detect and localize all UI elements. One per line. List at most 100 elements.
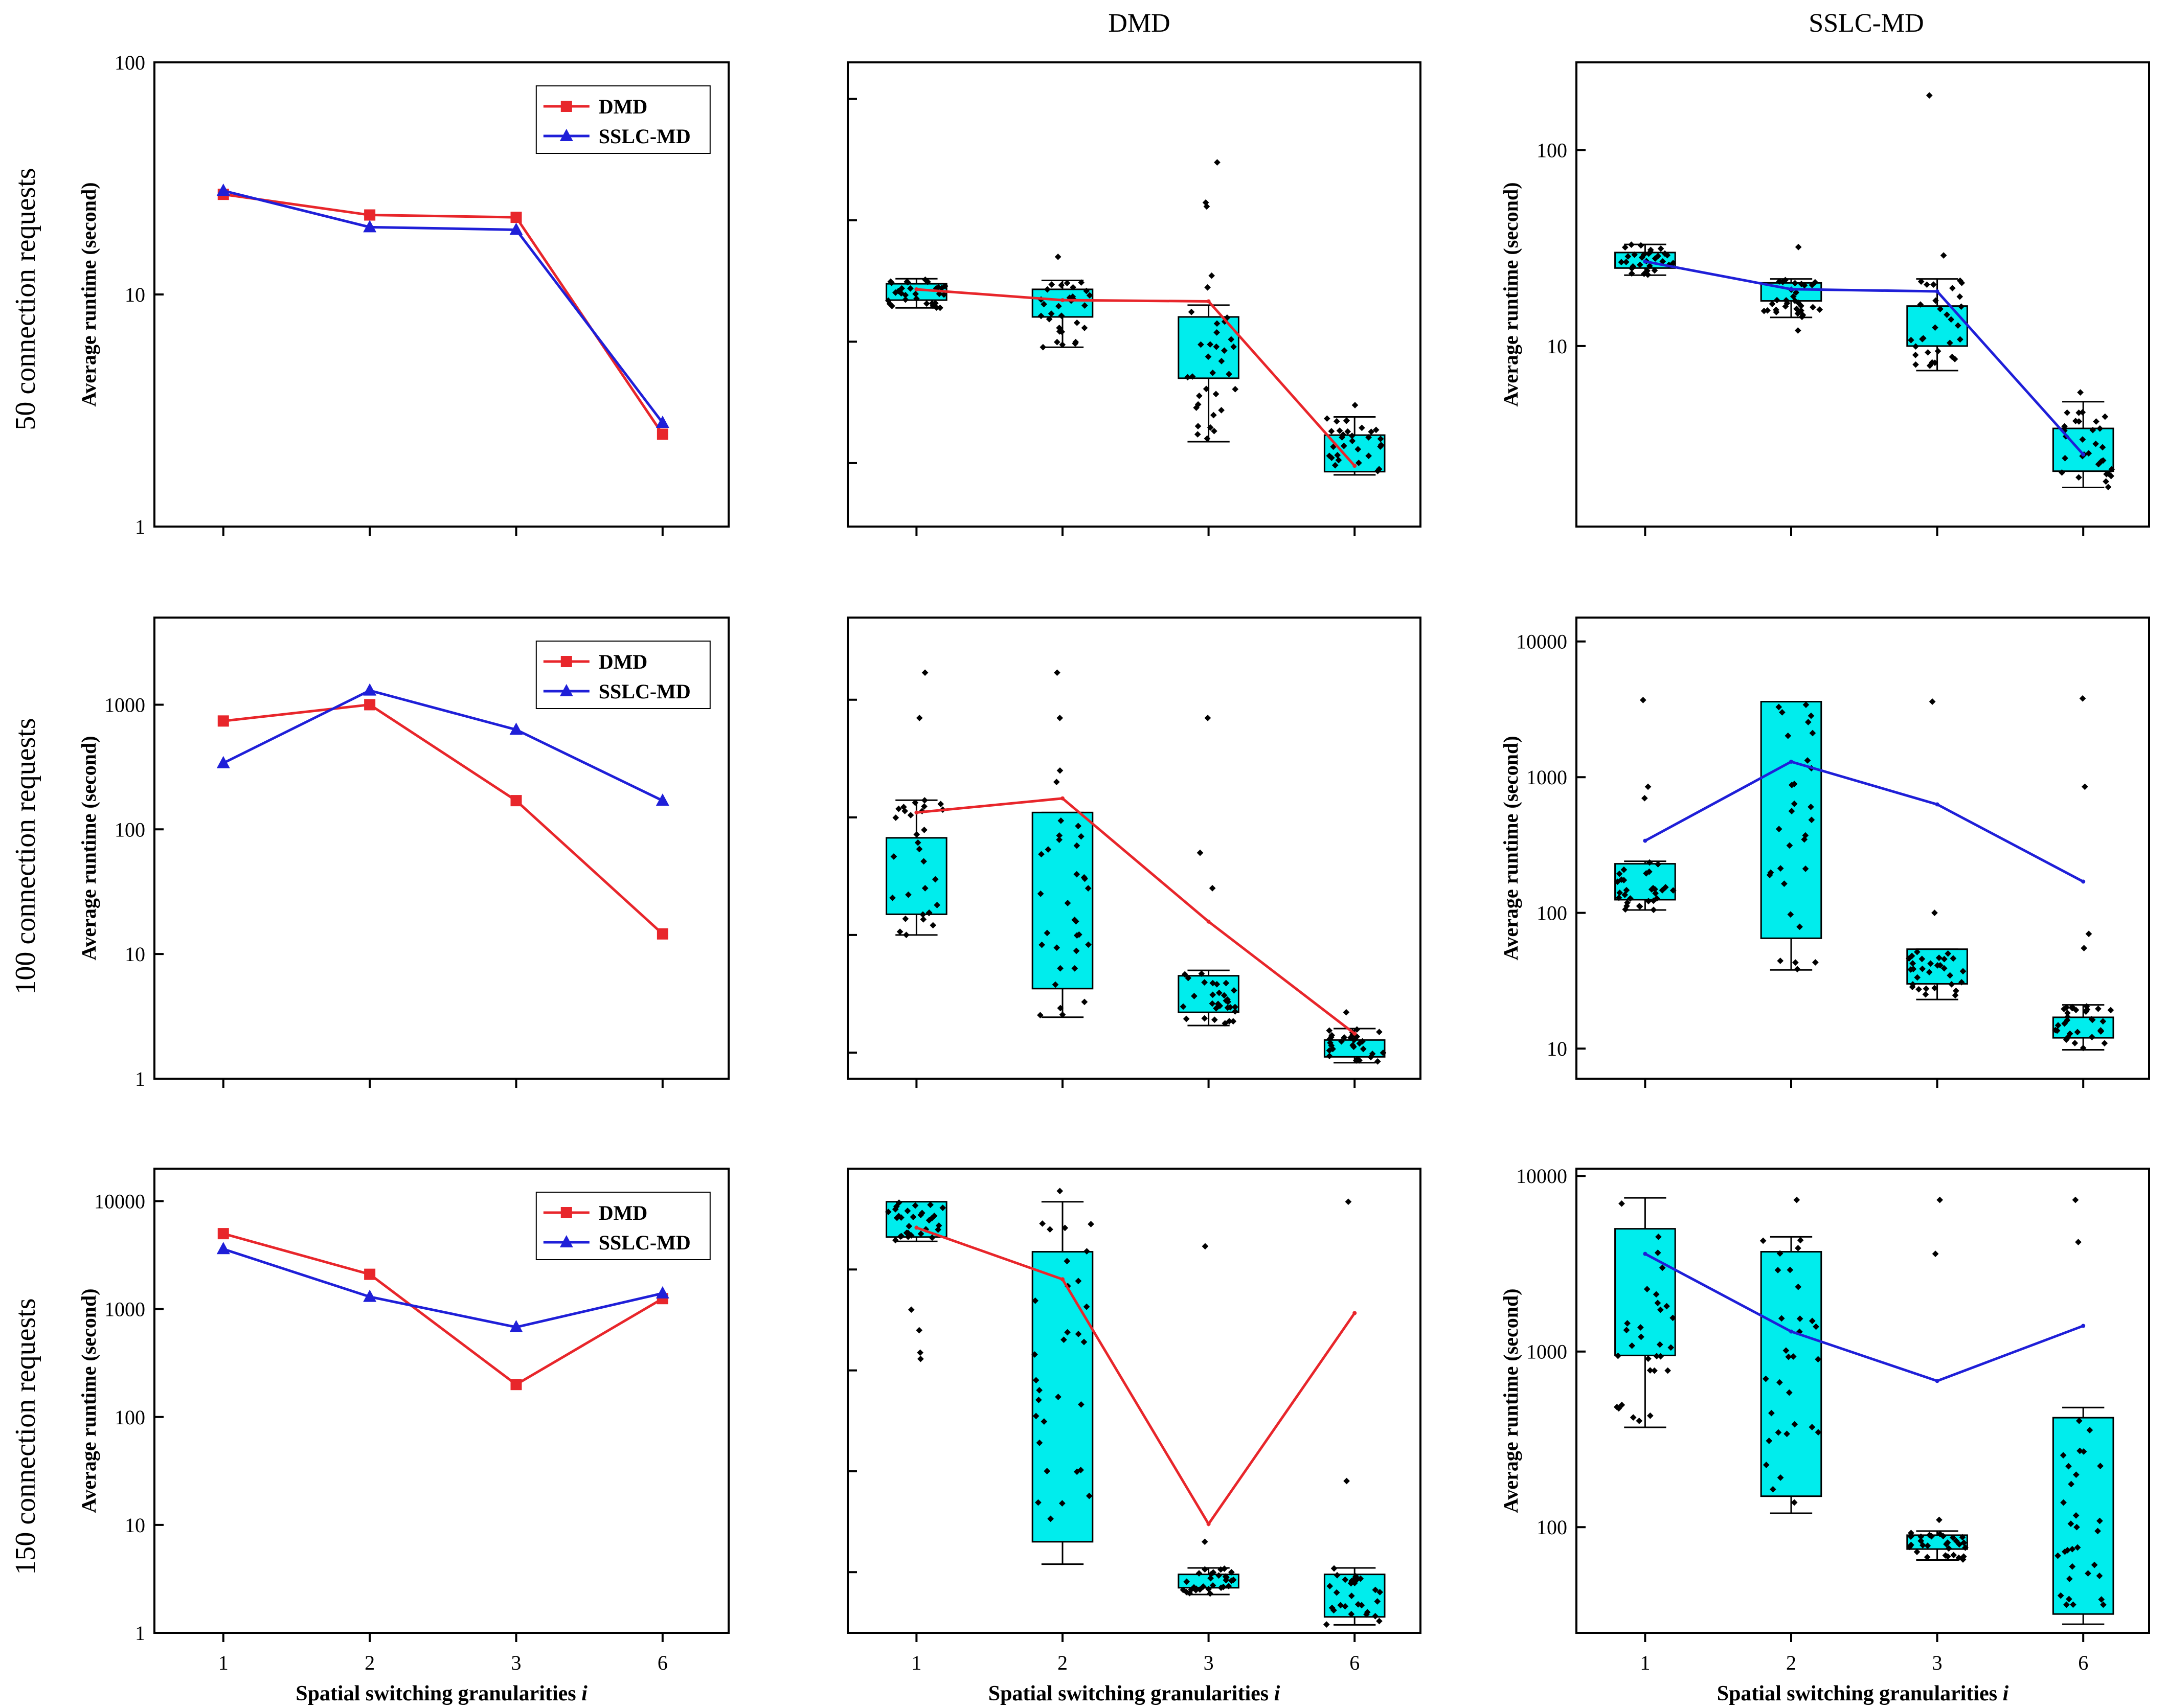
scatter-point [1924, 281, 1930, 288]
scatter-point [1037, 890, 1044, 897]
scatter-point [1948, 981, 1955, 988]
scatter-point [1228, 1569, 1235, 1576]
outlier-point [1196, 849, 1204, 856]
scatter-point [1773, 309, 1780, 315]
scatter-point [1223, 1577, 1230, 1584]
scatter-point [1631, 251, 1638, 258]
scatter-point [1088, 1221, 1094, 1227]
scatter-point [1645, 1355, 1652, 1362]
scatter-point [1335, 457, 1342, 464]
scatter-point [1073, 947, 1080, 954]
outlier-point [2081, 783, 2088, 790]
scatter-point [1213, 981, 1221, 988]
scatter-point [1618, 259, 1625, 266]
scatter-point [1230, 1018, 1237, 1025]
scatter-point [1053, 338, 1060, 346]
outlier-point [1926, 92, 1933, 99]
scatter-point [1375, 466, 1383, 473]
scatter-point [1629, 1342, 1635, 1349]
scatter-point [902, 915, 909, 922]
column-title-dmd: DMD [1108, 9, 1170, 38]
scatter-point [1659, 1264, 1666, 1271]
y-tick-label: 1 [135, 515, 145, 538]
scatter-point [1075, 1278, 1082, 1285]
scatter-point [1622, 259, 1630, 265]
outlier-point [1936, 1196, 1944, 1203]
scatter-point [1085, 885, 1092, 892]
scatter-point [1653, 1291, 1660, 1298]
scatter-point [925, 909, 933, 917]
scatter-point [1793, 305, 1800, 312]
scatter-point [1624, 1320, 1631, 1327]
scatter-point [1326, 1035, 1334, 1042]
legend-label: DMD [599, 1201, 648, 1224]
data-point [364, 1268, 376, 1280]
mean-point [1935, 1379, 1939, 1383]
scatter-point [1793, 289, 1800, 296]
scatter-point [900, 804, 907, 811]
scatter-point [1232, 1008, 1238, 1015]
box [2052, 427, 2114, 472]
scatter-point [1775, 703, 1782, 711]
scatter-point [1624, 899, 1631, 906]
scatter-point [1073, 319, 1080, 326]
scatter-point [1326, 1583, 1334, 1589]
scatter-point [1326, 1053, 1333, 1060]
scatter-point [1205, 353, 1212, 360]
legend-marker [560, 1207, 572, 1218]
scatter-point [1655, 861, 1661, 868]
scatter-point [1654, 1249, 1661, 1256]
scatter-point [1328, 454, 1335, 461]
scatter-point [1786, 1389, 1793, 1396]
y-tick-label: 10000 [94, 1190, 145, 1213]
scatter-point [1073, 871, 1080, 878]
scatter-point [1812, 959, 1819, 966]
scatter-point [1640, 251, 1647, 258]
scatter-point [2096, 1573, 2103, 1579]
scatter-point [2074, 1544, 2081, 1551]
scatter-point [2054, 1022, 2062, 1029]
mean-point [1060, 298, 1065, 303]
scatter-point [1796, 923, 1803, 930]
scatter-point [1031, 1351, 1038, 1358]
scatter-point [1782, 303, 1789, 310]
scatter-point [1348, 432, 1356, 439]
x-tick-label: 2 [1057, 1651, 1068, 1674]
scatter-point [1075, 1331, 1082, 1337]
scatter-point [1341, 1034, 1348, 1041]
scatter-point [1201, 1015, 1208, 1022]
box [1760, 1251, 1822, 1497]
scatter-point [1350, 1037, 1358, 1043]
scatter-point [2063, 1036, 2070, 1043]
plot-frame [847, 617, 1421, 1080]
scatter-point [1652, 890, 1659, 897]
scatter-point [1045, 846, 1052, 853]
panel-r3c1: 1 10 100 1000 10000 1 2 3 6 Average runtime (seco… [77, 1168, 730, 1705]
outlier-point [1056, 767, 1064, 774]
legend-box [535, 641, 711, 709]
scatter-point [2089, 1016, 2096, 1023]
scatter-point [1070, 284, 1076, 291]
scatter-point [1653, 895, 1660, 902]
data-point [217, 1228, 229, 1240]
box [1031, 288, 1094, 318]
scatter-point [1342, 1603, 1349, 1610]
scatter-point [1802, 865, 1809, 872]
scatter-point [1376, 1589, 1384, 1596]
scatter-point [1959, 968, 1967, 975]
x-tick-label: 1 [1640, 1651, 1650, 1674]
scatter-point [1621, 244, 1629, 251]
scatter-point [1047, 1515, 1054, 1522]
scatter-point [1334, 1572, 1341, 1579]
scatter-point [1667, 1344, 1675, 1351]
data-point [217, 715, 229, 727]
scatter-point [1959, 1534, 1966, 1541]
scatter-point [1196, 392, 1203, 399]
scatter-point [1203, 385, 1210, 393]
scatter-point [1926, 362, 1933, 369]
mean-line [916, 797, 1356, 1035]
outlier-point [1201, 1538, 1208, 1545]
scatter-point [1215, 989, 1223, 996]
scatter-point [1950, 955, 1957, 962]
outlier-point [1343, 1009, 1350, 1016]
